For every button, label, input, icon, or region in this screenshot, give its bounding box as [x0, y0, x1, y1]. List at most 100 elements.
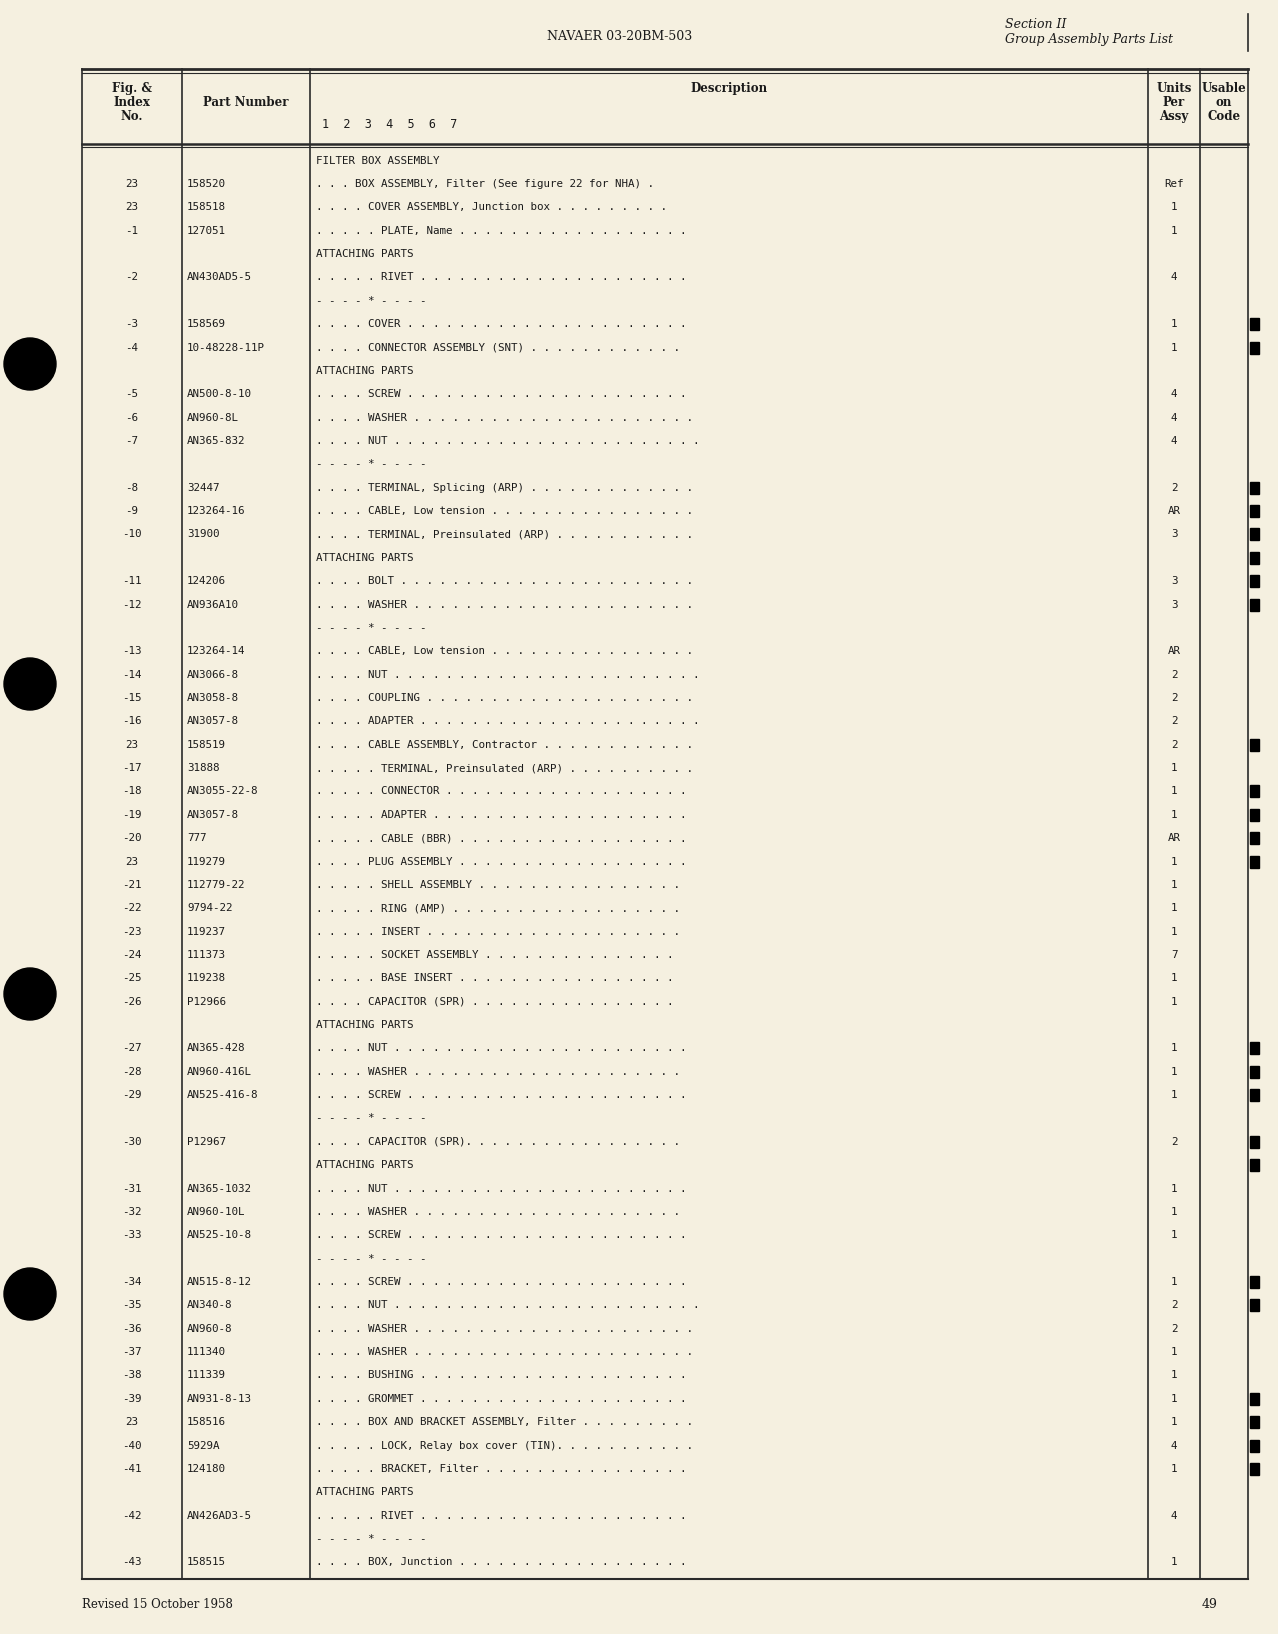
- Text: . . . . COVER . . . . . . . . . . . . . . . . . . . . . .: . . . . COVER . . . . . . . . . . . . . …: [316, 319, 686, 328]
- Text: -36: -36: [123, 1324, 142, 1333]
- Text: -25: -25: [123, 974, 142, 984]
- Text: 4: 4: [1171, 1510, 1177, 1521]
- Text: . . . . SCREW . . . . . . . . . . . . . . . . . . . . . .: . . . . SCREW . . . . . . . . . . . . . …: [316, 1278, 686, 1288]
- Text: . . . . CABLE, Low tension . . . . . . . . . . . . . . . .: . . . . CABLE, Low tension . . . . . . .…: [316, 507, 693, 516]
- Text: . . . . . RING (AMP) . . . . . . . . . . . . . . . . . .: . . . . . RING (AMP) . . . . . . . . . .…: [316, 904, 680, 913]
- Text: 112779-22: 112779-22: [187, 879, 245, 891]
- Text: ATTACHING PARTS: ATTACHING PARTS: [316, 1020, 414, 1029]
- Bar: [1250, 1136, 1259, 1147]
- Text: . . . . TERMINAL, Preinsulated (ARP) . . . . . . . . . . .: . . . . TERMINAL, Preinsulated (ARP) . .…: [316, 529, 693, 539]
- Text: -22: -22: [123, 904, 142, 913]
- Text: Index: Index: [114, 95, 151, 108]
- Text: 23: 23: [125, 856, 138, 866]
- Text: . . . . BOX, Junction . . . . . . . . . . . . . . . . . .: . . . . BOX, Junction . . . . . . . . . …: [316, 1557, 686, 1567]
- Text: 1: 1: [1171, 1417, 1177, 1426]
- Bar: [1250, 482, 1259, 493]
- Text: ATTACHING PARTS: ATTACHING PARTS: [316, 366, 414, 376]
- Bar: [1250, 786, 1259, 797]
- Text: . . . . TERMINAL, Splicing (ARP) . . . . . . . . . . . . .: . . . . TERMINAL, Splicing (ARP) . . . .…: [316, 482, 693, 493]
- Bar: [1250, 505, 1259, 516]
- Text: -5: -5: [125, 389, 138, 399]
- Text: NAVAER 03-20BM-503: NAVAER 03-20BM-503: [547, 29, 693, 42]
- Text: . . . . . BASE INSERT . . . . . . . . . . . . . . . . .: . . . . . BASE INSERT . . . . . . . . . …: [316, 974, 674, 984]
- Text: -42: -42: [123, 1510, 142, 1521]
- Text: 3: 3: [1171, 577, 1177, 587]
- Text: -39: -39: [123, 1394, 142, 1404]
- Text: AN3055-22-8: AN3055-22-8: [187, 786, 258, 796]
- Text: -16: -16: [123, 716, 142, 727]
- Bar: [1250, 856, 1259, 868]
- Text: - - - - * - - - -: - - - - * - - - -: [316, 1253, 427, 1263]
- Text: 31888: 31888: [187, 763, 220, 773]
- Text: 10-48228-11P: 10-48228-11P: [187, 343, 265, 353]
- Text: -12: -12: [123, 600, 142, 609]
- Circle shape: [4, 659, 56, 711]
- Text: AN960-10L: AN960-10L: [187, 1208, 245, 1217]
- Text: . . . . WASHER . . . . . . . . . . . . . . . . . . . . . .: . . . . WASHER . . . . . . . . . . . . .…: [316, 413, 693, 423]
- Text: 31900: 31900: [187, 529, 220, 539]
- Bar: [1250, 1417, 1259, 1428]
- Text: . . . . WASHER . . . . . . . . . . . . . . . . . . . . .: . . . . WASHER . . . . . . . . . . . . .…: [316, 1067, 680, 1077]
- Text: 5929A: 5929A: [187, 1441, 220, 1451]
- Text: -11: -11: [123, 577, 142, 587]
- Text: 2: 2: [1171, 740, 1177, 750]
- Text: 1: 1: [1171, 997, 1177, 1007]
- Text: . . . . SCREW . . . . . . . . . . . . . . . . . . . . . .: . . . . SCREW . . . . . . . . . . . . . …: [316, 1230, 686, 1240]
- Text: 1: 1: [1171, 319, 1177, 328]
- Text: AN515-8-12: AN515-8-12: [187, 1278, 252, 1288]
- Text: 111373: 111373: [187, 949, 226, 959]
- Text: -21: -21: [123, 879, 142, 891]
- Text: Fig. &: Fig. &: [112, 82, 152, 95]
- Text: 4: 4: [1171, 413, 1177, 423]
- Bar: [1250, 1042, 1259, 1054]
- Text: -23: -23: [123, 926, 142, 936]
- Bar: [1250, 575, 1259, 587]
- Text: 4: 4: [1171, 389, 1177, 399]
- Text: -2: -2: [125, 273, 138, 283]
- Text: . . . . CONNECTOR ASSEMBLY (SNT) . . . . . . . . . . . .: . . . . CONNECTOR ASSEMBLY (SNT) . . . .…: [316, 343, 680, 353]
- Text: Group Assembly Parts List: Group Assembly Parts List: [1005, 33, 1173, 46]
- Text: . . . . BUSHING . . . . . . . . . . . . . . . . . . . . .: . . . . BUSHING . . . . . . . . . . . . …: [316, 1371, 686, 1381]
- Bar: [1250, 1392, 1259, 1405]
- Text: 158515: 158515: [187, 1557, 226, 1567]
- Text: . . . . WASHER . . . . . . . . . . . . . . . . . . . . .: . . . . WASHER . . . . . . . . . . . . .…: [316, 1208, 680, 1217]
- Bar: [1250, 342, 1259, 353]
- Bar: [1250, 809, 1259, 820]
- Text: -28: -28: [123, 1067, 142, 1077]
- Text: -30: -30: [123, 1137, 142, 1147]
- Text: Code: Code: [1208, 109, 1241, 123]
- Text: 2: 2: [1171, 693, 1177, 703]
- Text: Units: Units: [1157, 82, 1191, 95]
- Text: 1: 1: [1171, 1067, 1177, 1077]
- Text: Part Number: Part Number: [203, 95, 289, 108]
- Text: . . . . WASHER . . . . . . . . . . . . . . . . . . . . . .: . . . . WASHER . . . . . . . . . . . . .…: [316, 600, 693, 609]
- Bar: [1250, 1159, 1259, 1172]
- Text: 2: 2: [1171, 670, 1177, 680]
- Text: . . . . . BRACKET, Filter . . . . . . . . . . . . . . . .: . . . . . BRACKET, Filter . . . . . . . …: [316, 1464, 686, 1474]
- Text: -24: -24: [123, 949, 142, 959]
- Text: 111340: 111340: [187, 1346, 226, 1358]
- Text: 4: 4: [1171, 436, 1177, 446]
- Text: - - - - * - - - -: - - - - * - - - -: [316, 1113, 427, 1124]
- Text: 23: 23: [125, 180, 138, 190]
- Text: . . . . NUT . . . . . . . . . . . . . . . . . . . . . . . .: . . . . NUT . . . . . . . . . . . . . . …: [316, 670, 699, 680]
- Text: 1: 1: [1171, 1183, 1177, 1193]
- Text: on: on: [1215, 95, 1232, 108]
- Text: AN960-8: AN960-8: [187, 1324, 233, 1333]
- Text: AR: AR: [1168, 647, 1181, 657]
- Text: 123264-14: 123264-14: [187, 647, 245, 657]
- Bar: [1250, 1462, 1259, 1476]
- Text: 127051: 127051: [187, 225, 226, 235]
- Text: -38: -38: [123, 1371, 142, 1381]
- Text: 1: 1: [1171, 225, 1177, 235]
- Text: Revised 15 October 1958: Revised 15 October 1958: [82, 1598, 233, 1611]
- Text: -15: -15: [123, 693, 142, 703]
- Circle shape: [4, 338, 56, 391]
- Text: . . . . . RIVET . . . . . . . . . . . . . . . . . . . . .: . . . . . RIVET . . . . . . . . . . . . …: [316, 1510, 686, 1521]
- Bar: [1250, 1065, 1259, 1078]
- Text: . . . . . CABLE (BBR) . . . . . . . . . . . . . . . . . .: . . . . . CABLE (BBR) . . . . . . . . . …: [316, 833, 686, 843]
- Text: AN3058-8: AN3058-8: [187, 693, 239, 703]
- Text: . . . . SCREW . . . . . . . . . . . . . . . . . . . . . .: . . . . SCREW . . . . . . . . . . . . . …: [316, 389, 686, 399]
- Text: 111339: 111339: [187, 1371, 226, 1381]
- Bar: [1250, 528, 1259, 541]
